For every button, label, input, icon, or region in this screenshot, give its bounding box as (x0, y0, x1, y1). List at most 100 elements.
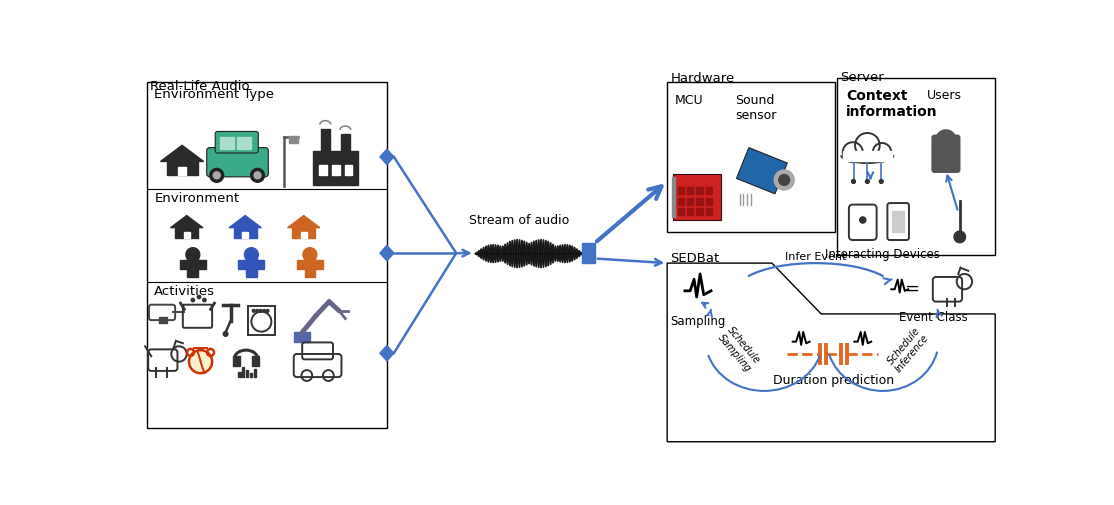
Text: MCU: MCU (675, 94, 704, 107)
Polygon shape (380, 345, 394, 361)
Circle shape (244, 248, 258, 262)
Text: SEDBat: SEDBat (671, 252, 720, 265)
Text: Sound
sensor: Sound sensor (735, 94, 776, 122)
Polygon shape (160, 145, 204, 162)
Text: Context
information: Context information (846, 89, 938, 119)
Text: Event Class: Event Class (899, 311, 968, 324)
Circle shape (197, 295, 201, 298)
Bar (175, 228, 198, 238)
Bar (344, 165, 352, 175)
Text: Server: Server (840, 71, 883, 84)
Bar (667, 82, 836, 232)
Bar (842, 150, 892, 162)
Bar (246, 370, 248, 377)
Circle shape (779, 175, 790, 185)
Circle shape (189, 350, 212, 373)
Bar (247, 306, 275, 335)
Polygon shape (380, 245, 394, 261)
Text: Activities: Activities (155, 285, 215, 297)
Text: Stream of audio: Stream of audio (469, 214, 569, 227)
Bar (696, 209, 703, 215)
Text: Duration prediction: Duration prediction (773, 374, 895, 387)
Bar (159, 317, 167, 323)
Circle shape (192, 298, 195, 302)
Text: Real-Life Audio: Real-Life Audio (149, 80, 250, 93)
Bar (252, 356, 260, 366)
Bar (673, 174, 721, 220)
Bar (237, 137, 251, 149)
Bar (687, 209, 693, 215)
Bar (292, 228, 315, 238)
Text: Users: Users (927, 89, 961, 102)
Circle shape (252, 310, 255, 312)
Circle shape (774, 170, 794, 190)
Circle shape (936, 130, 956, 150)
Bar (233, 356, 240, 366)
Circle shape (213, 172, 221, 179)
Bar (179, 260, 206, 269)
Bar (321, 129, 330, 150)
Circle shape (203, 298, 206, 302)
Bar (243, 232, 248, 238)
Circle shape (223, 332, 228, 336)
Bar (238, 372, 241, 377)
Polygon shape (736, 147, 788, 194)
Text: Schedule
Sampling: Schedule Sampling (716, 325, 762, 374)
Polygon shape (229, 216, 262, 228)
Circle shape (263, 310, 265, 312)
Circle shape (260, 310, 262, 312)
Bar (187, 254, 198, 277)
Text: Infer Event: Infer Event (785, 252, 847, 262)
Bar (178, 167, 186, 175)
Bar (678, 187, 684, 194)
Circle shape (251, 168, 264, 182)
Bar (254, 369, 256, 377)
Bar (678, 209, 684, 215)
Bar (304, 254, 315, 277)
Bar (892, 211, 905, 232)
Bar (296, 260, 323, 269)
Bar (234, 228, 257, 238)
Bar (250, 373, 252, 377)
Circle shape (954, 231, 966, 243)
Bar (678, 197, 684, 205)
Bar (246, 254, 256, 277)
Circle shape (254, 172, 261, 179)
Bar (238, 260, 264, 269)
Bar (294, 332, 310, 342)
Text: Environment Type: Environment Type (155, 87, 274, 100)
Circle shape (256, 310, 258, 312)
Bar (332, 165, 340, 175)
Bar (313, 150, 358, 184)
Bar (837, 78, 995, 256)
Circle shape (851, 180, 856, 183)
Polygon shape (290, 136, 299, 143)
Circle shape (866, 180, 869, 183)
Bar (705, 197, 712, 205)
Bar (583, 243, 595, 263)
Bar (341, 134, 350, 150)
Bar (705, 187, 712, 194)
Bar (242, 367, 244, 377)
FancyBboxPatch shape (215, 131, 258, 153)
Polygon shape (667, 263, 995, 442)
Circle shape (879, 180, 883, 183)
Polygon shape (287, 216, 320, 228)
Bar (147, 82, 387, 428)
Circle shape (209, 168, 224, 182)
Bar (672, 177, 675, 217)
Circle shape (303, 248, 316, 262)
FancyBboxPatch shape (932, 135, 960, 172)
Text: Environment: Environment (155, 192, 240, 205)
Text: Hardware: Hardware (671, 72, 734, 85)
Text: Sampling: Sampling (671, 315, 725, 328)
Text: Schedule
Inference: Schedule Inference (886, 325, 931, 374)
Bar (687, 197, 693, 205)
Bar (301, 232, 306, 238)
Bar (705, 209, 712, 215)
Polygon shape (170, 216, 203, 228)
Bar (319, 165, 326, 175)
Bar (184, 232, 189, 238)
Text: Interacting Devices: Interacting Devices (825, 248, 940, 261)
Bar (696, 197, 703, 205)
